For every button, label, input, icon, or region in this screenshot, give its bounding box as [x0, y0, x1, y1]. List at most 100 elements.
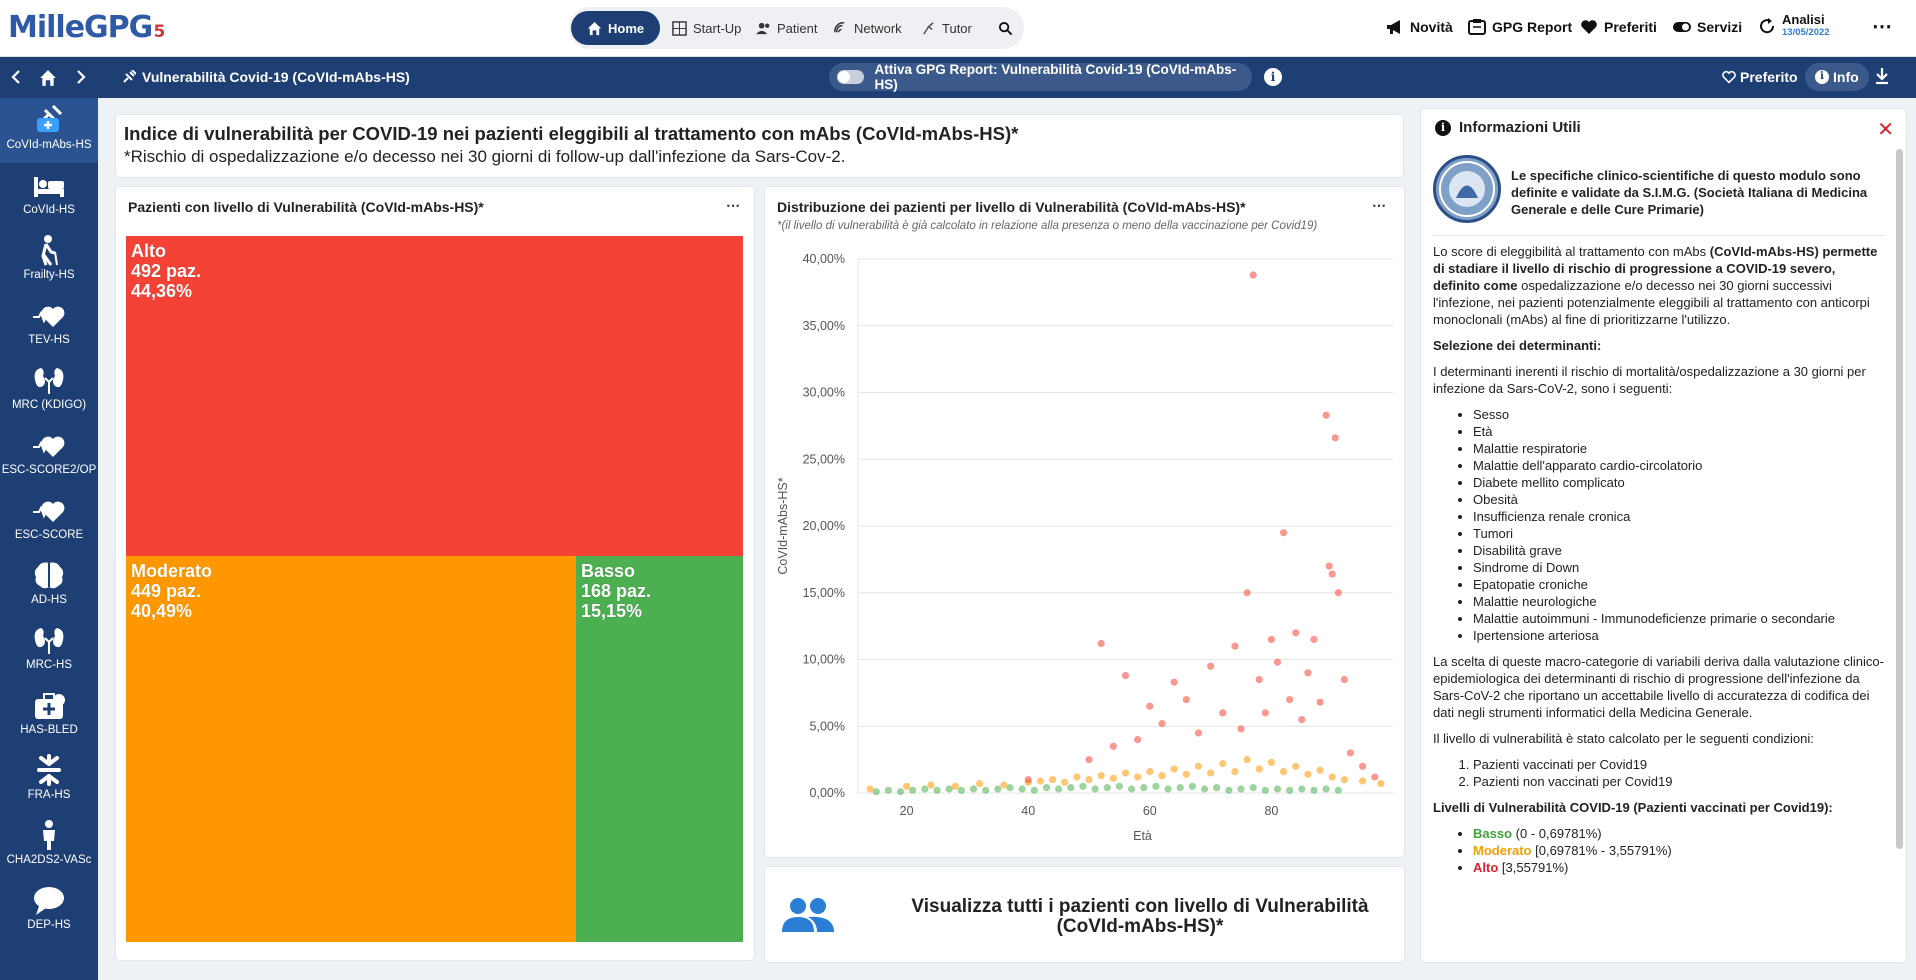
gpg-report-toggle[interactable]: Attiva GPG Report: Vulnerabilità Covid-1…: [829, 62, 1252, 92]
sidebar-item-frailty-hs[interactable]: Frailty-HS: [0, 228, 98, 293]
sidebar-item-cha2ds2-vasc[interactable]: CHA2DS2-VASc: [0, 813, 98, 878]
sidebar-item-label: HAS-BLED: [20, 724, 78, 736]
scatter-card: Distribuzione dei pazienti per livello d…: [765, 187, 1404, 857]
data-point-basso: [957, 786, 965, 794]
data-point-moderato: [1359, 777, 1367, 785]
level-item-alto: Alto [3,55791%): [1473, 859, 1885, 876]
data-point-moderato: [1061, 778, 1069, 786]
view-all-patients-card[interactable]: Visualizza tutti i pazienti con livello …: [765, 867, 1404, 962]
sub-bar: Vulnerabilità Covid-19 (CoVId-mAbs-HS) A…: [0, 57, 1916, 98]
toggle-switch[interactable]: [837, 70, 865, 84]
data-point-basso: [1286, 786, 1294, 794]
data-point-basso: [994, 785, 1002, 793]
determinant-item: Ipertensione arteriosa: [1473, 627, 1885, 644]
module-sidebar: CoVId-mAbs-HS CoVId-HS Frailty-HS TEV-HS MRC…: [0, 98, 98, 980]
speech-icon: [34, 887, 64, 915]
data-point-moderato: [1316, 766, 1324, 774]
p1-part-c: ospedalizzazione e/o decesso nei 30 gior…: [1433, 278, 1870, 327]
sidebar-item-esc-score2-op[interactable]: ESC-SCORE2/OP: [0, 423, 98, 488]
info-button[interactable]: i Info: [1805, 63, 1869, 91]
app-logo[interactable]: MilleGPG 5: [8, 10, 165, 45]
determinant-item: Malattie dell'apparato cardio-circolator…: [1473, 457, 1885, 474]
search-button[interactable]: [998, 11, 1013, 45]
sidebar-item-covid-mabs-hs[interactable]: CoVId-mAbs-HS: [0, 98, 98, 163]
data-point-moderato: [1243, 756, 1251, 764]
treemap-moderato-count: 449 paz.: [131, 581, 202, 601]
data-point-alto: [1334, 589, 1342, 597]
download-icon[interactable]: [1874, 67, 1890, 85]
nav-tutor[interactable]: Tutor: [921, 11, 972, 45]
data-point-basso: [1140, 784, 1148, 792]
data-point-alto: [1279, 529, 1288, 537]
home-icon[interactable]: [38, 69, 58, 87]
analisi-label: Analisi: [1782, 12, 1825, 27]
treemap-alto-count: 492 paz.: [131, 261, 202, 281]
more-menu-button[interactable]: ⋯: [1872, 14, 1892, 39]
sidebar-item-label: AD-HS: [31, 594, 67, 606]
data-point-moderato: [866, 785, 874, 793]
data-point-moderato: [1109, 774, 1117, 782]
nav-network[interactable]: Network: [833, 11, 902, 45]
y-tick-label: 25,00%: [803, 452, 845, 466]
preferiti-button[interactable]: Preferiti: [1580, 18, 1657, 36]
data-point-basso: [1030, 786, 1038, 794]
sidebar-item-label: CHA2DS2-VASc: [6, 854, 92, 866]
y-tick-label: 15,00%: [803, 586, 845, 600]
sidebar-item-mrc-hs[interactable]: MRC-HS: [0, 618, 98, 683]
determinant-item: Malattie respiratorie: [1473, 440, 1885, 457]
preferito-button[interactable]: Preferito: [1722, 69, 1798, 85]
data-point-basso: [909, 786, 917, 794]
nav-home[interactable]: Home: [571, 11, 661, 45]
treemap-menu-icon[interactable]: ⋯: [726, 197, 741, 213]
novita-button[interactable]: Novità: [1386, 18, 1453, 36]
servizi-button[interactable]: Servizi: [1673, 18, 1742, 36]
sidebar-item-mrc-kdigo[interactable]: MRC (KDIGO): [0, 358, 98, 423]
treemap-card: Pazienti con livello di Vulnerabilità (C…: [116, 187, 754, 960]
close-icon[interactable]: ✕: [1877, 119, 1894, 141]
data-point-basso: [1273, 785, 1282, 793]
sidebar-item-label: ESC-SCORE: [14, 529, 84, 541]
y-tick-label: 10,00%: [803, 653, 845, 667]
sidebar-item-label: CoVId-mAbs-HS: [6, 139, 92, 151]
info-scrollbar[interactable]: [1896, 149, 1903, 849]
preferito-label: Preferito: [1740, 69, 1798, 85]
data-point-moderato: [1231, 768, 1239, 776]
gpg-report-button[interactable]: GPG Report: [1468, 18, 1572, 36]
levels-title: Livelli di Vulnerabilità COVID-19 (Pazie…: [1433, 800, 1833, 815]
analisi-date: 13/05/2022: [1782, 27, 1830, 38]
report-icon: [1468, 19, 1486, 35]
scatter-menu-icon[interactable]: ⋯: [1372, 197, 1387, 213]
gpg-report-label: GPG Report: [1492, 19, 1573, 35]
data-point-alto: [1310, 635, 1318, 644]
module-header-card: Indice di vulnerabilità per COVID-19 nei…: [116, 115, 1403, 177]
determinant-item: Insufficienza renale cronica: [1473, 508, 1885, 525]
treemap-alto-pct: 44,36%: [131, 281, 193, 301]
back-icon[interactable]: [9, 69, 23, 85]
data-point-moderato: [1000, 781, 1008, 789]
nav-startup[interactable]: Start-Up: [672, 11, 741, 45]
top-bar: MilleGPG 5 Home Start-Up Patient Network …: [0, 0, 1916, 57]
analisi-button[interactable]: Analisi 13/05/2022: [1758, 13, 1830, 39]
forward-icon[interactable]: [74, 69, 88, 85]
data-point-moderato: [1328, 773, 1336, 781]
info-icon[interactable]: i: [1264, 68, 1282, 86]
simg-seal-logo: [1433, 155, 1501, 223]
data-point-moderato: [1182, 770, 1190, 778]
data-point-basso: [1055, 785, 1063, 793]
sidebar-item-dep-hs[interactable]: DEP-HS: [0, 878, 98, 943]
sidebar-item-covid-hs[interactable]: CoVId-HS: [0, 163, 98, 228]
data-point-basso: [945, 785, 953, 793]
level-name: Alto: [1473, 860, 1499, 875]
sidebar-item-esc-score[interactable]: ESC-SCORE: [0, 488, 98, 553]
treemap-cell-alto[interactable]: Alto 492 paz. 44,36%: [126, 236, 743, 556]
nav-patient[interactable]: Patient: [756, 11, 817, 45]
sidebar-item-has-bled[interactable]: HAS-BLED: [0, 683, 98, 748]
sidebar-item-fra-hs[interactable]: FRA-HS: [0, 748, 98, 813]
sidebar-item-tev-hs[interactable]: TEV-HS: [0, 293, 98, 358]
level-name: Basso: [1473, 826, 1513, 841]
data-point-moderato: [1170, 765, 1178, 773]
level-name: Moderato: [1473, 843, 1532, 858]
sidebar-item-ad-hs[interactable]: AD-HS: [0, 553, 98, 618]
treemap-cell-moderato[interactable]: Moderato 449 paz. 40,49%: [126, 556, 576, 942]
treemap-cell-basso[interactable]: Basso 168 paz. 15,15%: [576, 556, 743, 942]
